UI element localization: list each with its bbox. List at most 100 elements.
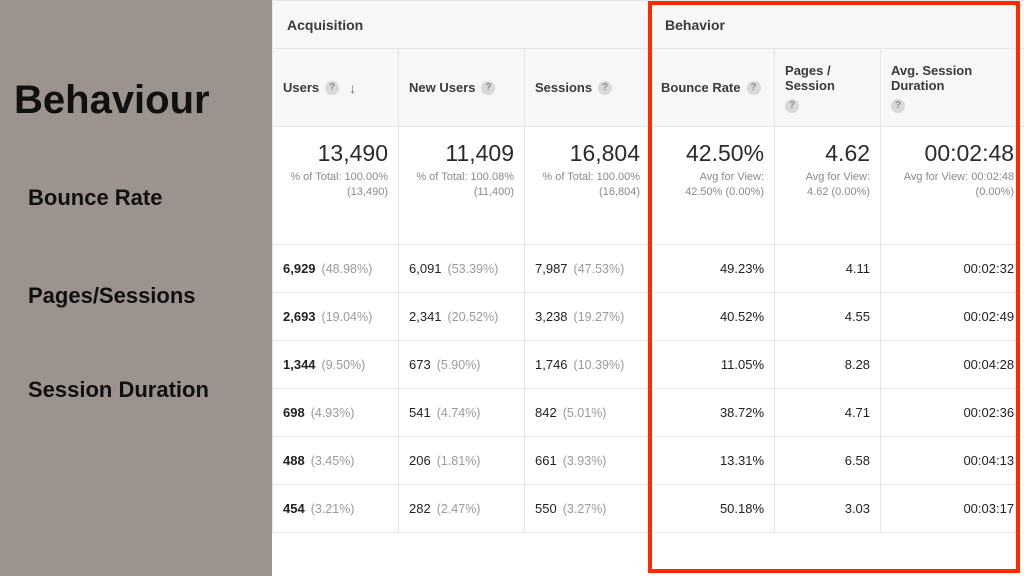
cell-pps: 4.71 xyxy=(775,389,881,437)
column-group-row: Acquisition Behavior xyxy=(273,1,1024,49)
cell-value: 3,238 xyxy=(535,309,568,324)
cell-value: 7,987 xyxy=(535,261,568,276)
cell-bounce: 40.52% xyxy=(651,293,775,341)
col-sessions[interactable]: Sessions ? xyxy=(525,49,651,127)
analytics-table: Acquisition Behavior Users ? ↓ New Users… xyxy=(272,0,1024,533)
table-row[interactable]: 1,344(9.50%) 673 (5.90%) 1,746(10.39%)11.05… xyxy=(273,341,1024,389)
help-icon[interactable]: ? xyxy=(481,81,495,95)
cell-value: 6,929 xyxy=(283,261,316,276)
cell-sessions: 7,987 (47.53%) xyxy=(525,245,651,293)
cell-new-users: 2,341(20.52%) xyxy=(399,293,525,341)
cell-users: 698(4.93%) xyxy=(273,389,399,437)
col-label: Bounce Rate xyxy=(661,80,740,95)
cell-duration: 00:04:13 xyxy=(881,437,1024,485)
summary-value: 4.62 xyxy=(785,141,870,166)
cell-duration: 00:02:36 xyxy=(881,389,1024,437)
summary-value: 00:02:48 xyxy=(891,141,1014,166)
group-acquisition: Acquisition xyxy=(273,1,651,49)
cell-new-users: 282 (2.47%) xyxy=(399,485,525,533)
cell-duration: 00:02:49 xyxy=(881,293,1024,341)
cell-duration: 00:02:32 xyxy=(881,245,1024,293)
sidebar-item-pages-sessions: Pages/Sessions xyxy=(28,283,272,309)
column-header-row: Users ? ↓ New Users ? Sessions ? B xyxy=(273,49,1024,127)
table-row[interactable]: 698(4.93%)541(4.74%)842(5.01%)38.72%4.71… xyxy=(273,389,1024,437)
table-row[interactable]: 2,693(19.04%)2,341(20.52%) 3,238 (19.27%) 4… xyxy=(273,293,1024,341)
col-label: Sessions xyxy=(535,80,592,95)
cell-sessions: 661 (3.93%) xyxy=(525,437,651,485)
cell-pct: (53.39%) xyxy=(448,262,499,276)
cell-new-users: 206(1.81%) xyxy=(399,437,525,485)
col-pages-session[interactable]: Pages / Session ? xyxy=(775,49,881,127)
summary-sub: Avg for View: 00:02:48 (0.00%) xyxy=(891,170,1014,200)
col-users[interactable]: Users ? ↓ xyxy=(273,49,399,127)
cell-sessions: 842(5.01%) xyxy=(525,389,651,437)
cell-value: 2,693 xyxy=(283,309,316,324)
cell-bounce: 49.23% xyxy=(651,245,775,293)
summary-pps: 4.62 Avg for View: 4.62 (0.00%) xyxy=(775,127,881,245)
table-row[interactable]: 6,929(48.98%) 6,091 (53.39%) 7,987 (47.53%) 4… xyxy=(273,245,1024,293)
cell-users: 6,929(48.98%) xyxy=(273,245,399,293)
cell-pps: 8.28 xyxy=(775,341,881,389)
col-label: New Users xyxy=(409,80,475,95)
cell-duration: 00:04:28 xyxy=(881,341,1024,389)
summary-sub: % of Total: 100.00% (16,804) xyxy=(535,170,640,200)
summary-users: 13,490 % of Total: 100.00% (13,490) xyxy=(273,127,399,245)
summary-new-users: 11,409 % of Total: 100.08% (11,400) xyxy=(399,127,525,245)
cell-pps: 3.03 xyxy=(775,485,881,533)
cell-new-users: 673 (5.90%) xyxy=(399,341,525,389)
cell-new-users: 6,091 (53.39%) xyxy=(399,245,525,293)
cell-value: 541 xyxy=(409,405,431,420)
table-row[interactable]: 488(3.45%)206(1.81%)661(3.93%)13.31%6.58… xyxy=(273,437,1024,485)
cell-value: 454 xyxy=(283,501,305,516)
sidebar-item-bounce-rate: Bounce Rate xyxy=(28,185,272,211)
cell-pct: (47.53%) xyxy=(574,262,625,276)
help-icon[interactable]: ? xyxy=(785,99,799,113)
table-row[interactable]: 454(3.21%)282(2.47%)550(3.27%)50.18%3.03… xyxy=(273,485,1024,533)
help-icon[interactable]: ? xyxy=(598,81,612,95)
summary-sub: Avg for View: 42.50% (0.00%) xyxy=(661,170,764,200)
cell-bounce: 13.31% xyxy=(651,437,775,485)
col-label: Users xyxy=(283,80,319,95)
summary-value: 42.50% xyxy=(661,141,764,166)
summary-value: 16,804 xyxy=(535,141,640,166)
cell-value: 6,091 xyxy=(409,261,442,276)
cell-users: 454(3.21%) xyxy=(273,485,399,533)
help-icon[interactable]: ? xyxy=(747,81,761,95)
cell-value: 842 xyxy=(535,405,557,420)
cell-value: 1,344 xyxy=(283,357,316,372)
col-bounce-rate[interactable]: Bounce Rate ? xyxy=(651,49,775,127)
summary-value: 11,409 xyxy=(409,141,514,166)
cell-pct: (1.81%) xyxy=(437,454,481,468)
cell-pct: (3.45%) xyxy=(311,454,355,468)
cell-pct: (3.93%) xyxy=(563,454,607,468)
col-new-users[interactable]: New Users ? xyxy=(399,49,525,127)
cell-bounce: 11.05% xyxy=(651,341,775,389)
help-icon[interactable]: ? xyxy=(891,99,905,113)
cell-pps: 4.55 xyxy=(775,293,881,341)
cell-pct: (5.90%) xyxy=(437,358,481,372)
cell-bounce: 38.72% xyxy=(651,389,775,437)
group-behavior: Behavior xyxy=(651,1,1024,49)
cell-pct: (20.52%) xyxy=(448,310,499,324)
cell-value: 673 xyxy=(409,357,431,372)
cell-users: 2,693(19.04%) xyxy=(273,293,399,341)
sidebar-title: Behaviour xyxy=(14,78,272,123)
cell-users: 488(3.45%) xyxy=(273,437,399,485)
cell-value: 661 xyxy=(535,453,557,468)
cell-pct: (2.47%) xyxy=(437,502,481,516)
help-icon[interactable]: ? xyxy=(325,81,339,95)
cell-sessions: 3,238 (19.27%) xyxy=(525,293,651,341)
analytics-panel: Acquisition Behavior Users ? ↓ New Users… xyxy=(272,0,1024,576)
col-label: Pages / Session xyxy=(785,63,870,93)
cell-sessions: 550(3.27%) xyxy=(525,485,651,533)
cell-users: 1,344(9.50%) xyxy=(273,341,399,389)
cell-new-users: 541(4.74%) xyxy=(399,389,525,437)
summary-value: 13,490 xyxy=(283,141,388,166)
summary-sub: Avg for View: 4.62 (0.00%) xyxy=(785,170,870,200)
sidebar: Behaviour Bounce Rate Pages/Sessions Ses… xyxy=(0,0,272,576)
cell-pct: (19.27%) xyxy=(574,310,625,324)
cell-sessions: 1,746(10.39%) xyxy=(525,341,651,389)
cell-value: 698 xyxy=(283,405,305,420)
col-avg-session-duration[interactable]: Avg. Session Duration ? xyxy=(881,49,1024,127)
cell-value: 282 xyxy=(409,501,431,516)
